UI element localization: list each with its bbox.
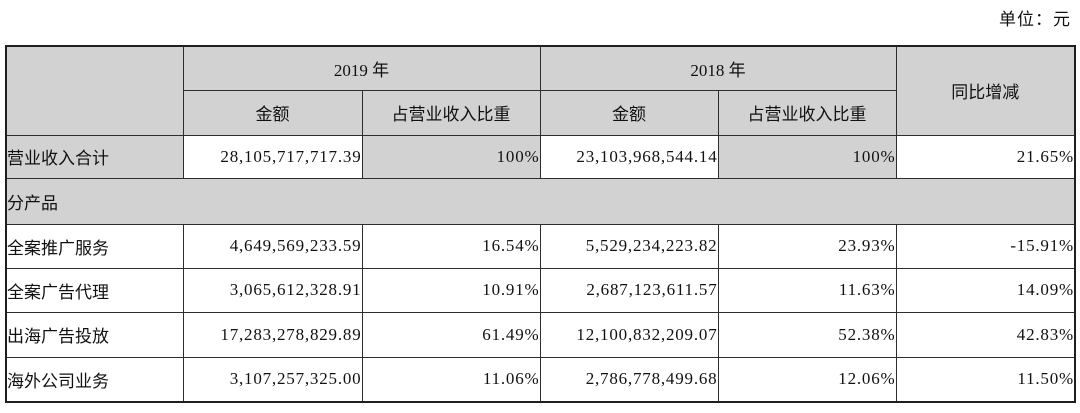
amount-2019-value: 4,649,569,233.59 (182, 223, 363, 269)
proportion-2018-value: 12.06% (717, 356, 897, 403)
year-2019-header: 2019 年 (182, 45, 541, 91)
revenue-breakdown-table: 2019 年 2018 年 同比增减 金额 占营业收入比重 金额 占营业收入比重… (5, 45, 1076, 403)
amount-2019-value: 28,105,717,717.39 (182, 134, 363, 179)
proportion-2018-value: 23.93% (717, 223, 897, 269)
table-row-total-revenue: 营业收入合计 28,105,717,717.39 100% 23,103,968… (5, 134, 1076, 179)
unit-label: 单位：元 (999, 10, 1071, 29)
table-row-product-4: 海外公司业务 3,107,257,325.00 11.06% 2,786,778… (5, 356, 1076, 403)
proportion-2018-value: 11.63% (717, 267, 897, 313)
proportion-2019-value: 100% (361, 134, 541, 179)
amount-2018-value: 2,786,778,499.68 (539, 356, 719, 403)
row-label: 出海广告投放 (5, 311, 184, 358)
proportion-2018-header: 占营业收入比重 (717, 89, 897, 136)
proportion-2019-header: 占营业收入比重 (361, 89, 541, 136)
amount-2018-value: 23,103,968,544.14 (539, 134, 719, 179)
yoy-value: 42.83% (895, 311, 1076, 358)
row-label: 全案广告代理 (5, 267, 184, 313)
amount-2019-value: 3,107,257,325.00 (182, 356, 363, 403)
amount-2018-value: 5,529,234,223.82 (539, 223, 719, 269)
yoy-value: -15.91% (895, 223, 1076, 269)
header-row-years: 2019 年 2018 年 同比增减 (5, 45, 1076, 136)
proportion-2019-value: 10.91% (361, 267, 541, 313)
amount-2018-value: 2,687,123,611.57 (539, 267, 719, 313)
table-row-section-by-product: 分产品 (5, 177, 1076, 225)
year-2018-header: 2018 年 (539, 45, 897, 91)
section-label: 分产品 (5, 177, 1076, 225)
row-label: 全案推广服务 (5, 223, 184, 269)
proportion-2018-value: 100% (717, 134, 897, 179)
amount-2019-value: 3,065,612,328.91 (182, 267, 363, 313)
yoy-value: 21.65% (895, 134, 1076, 179)
header-row-metrics: 金额 占营业收入比重 金额 占营业收入比重 (6, 89, 1075, 136)
row-label: 营业收入合计 (5, 134, 184, 179)
row-label: 海外公司业务 (5, 356, 184, 403)
proportion-2018-value: 52.38% (717, 311, 897, 358)
proportion-2019-value: 11.06% (361, 356, 541, 403)
yoy-value: 14.09% (895, 267, 1076, 313)
proportion-2019-value: 61.49% (361, 311, 541, 358)
proportion-2019-value: 16.54% (361, 223, 541, 269)
yoy-header: 同比增减 (895, 45, 1076, 136)
table-row-product-2: 全案广告代理 3,065,612,328.91 10.91% 2,687,123… (5, 267, 1076, 313)
amount-2018-header: 金额 (539, 89, 719, 136)
amount-2018-value: 12,100,832,209.07 (539, 311, 719, 358)
table-row-product-3: 出海广告投放 17,283,278,829.89 61.49% 12,100,8… (5, 311, 1076, 358)
amount-2019-value: 17,283,278,829.89 (182, 311, 363, 358)
yoy-value: 11.50% (895, 356, 1076, 403)
amount-2019-header: 金额 (182, 89, 363, 136)
corner-empty-cell (5, 45, 184, 136)
table-row-product-1: 全案推广服务 4,649,569,233.59 16.54% 5,529,234… (5, 223, 1076, 269)
